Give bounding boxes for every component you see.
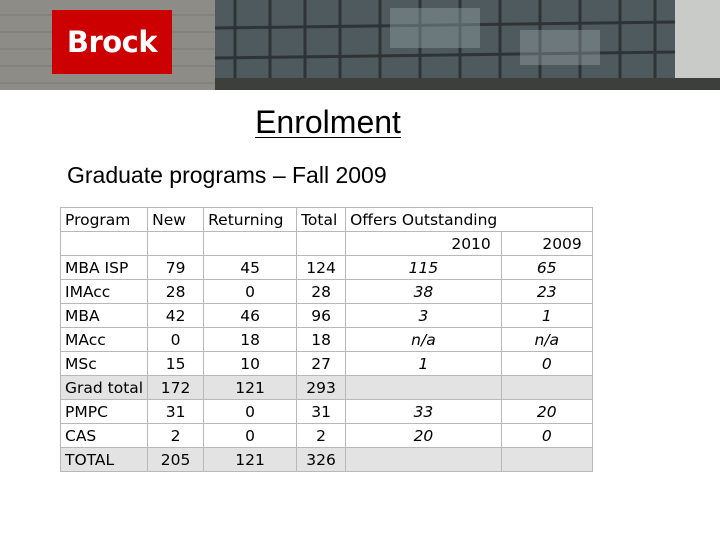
cell-offers-2010: 1 xyxy=(345,351,502,376)
cell-total: 326 xyxy=(296,447,347,472)
table-row: IMAcc 28 0 28 38 23 xyxy=(59,279,593,304)
cell-offers-2009: 0 xyxy=(500,351,593,376)
cell-returning: 121 xyxy=(203,375,298,400)
header-year-blank xyxy=(147,231,205,256)
cell-program: MSc xyxy=(59,351,149,376)
header-total: Total xyxy=(296,207,347,232)
cell-total: 124 xyxy=(296,255,347,280)
cell-new: 15 xyxy=(147,351,205,376)
brock-logo: Brock xyxy=(52,10,172,74)
table-row: TOTAL 205 121 326 xyxy=(59,447,593,472)
cell-program: MAcc xyxy=(59,327,149,352)
table-row: MSc 15 10 27 1 0 xyxy=(59,351,593,376)
cell-program: IMAcc xyxy=(59,279,149,304)
cell-offers-2009: 1 xyxy=(500,303,593,328)
cell-total: 27 xyxy=(296,351,347,376)
cell-returning: 0 xyxy=(203,399,298,424)
cell-total: 28 xyxy=(296,279,347,304)
header-year-blank xyxy=(59,231,149,256)
cell-new: 28 xyxy=(147,279,205,304)
cell-returning: 121 xyxy=(203,447,298,472)
cell-offers-2010: n/a xyxy=(345,327,502,352)
cell-offers-2009 xyxy=(500,447,593,472)
cell-returning: 18 xyxy=(203,327,298,352)
cell-new: 31 xyxy=(147,399,205,424)
cell-program: MBA xyxy=(59,303,149,328)
cell-total: 31 xyxy=(296,399,347,424)
header-year-blank xyxy=(296,231,347,256)
header-year-blank xyxy=(203,231,298,256)
header-year-2010: 2010 xyxy=(345,231,502,256)
cell-returning: 0 xyxy=(203,279,298,304)
cell-offers-2010: 38 xyxy=(345,279,502,304)
cell-total: 18 xyxy=(296,327,347,352)
cell-offers-2009: 0 xyxy=(500,423,593,448)
header-new: New xyxy=(147,207,205,232)
table-row: Grad total 172 121 293 xyxy=(59,375,593,400)
header-offers-outstanding: Offers Outstanding xyxy=(345,207,502,232)
cell-offers-2010: 115 xyxy=(345,255,502,280)
cell-new: 205 xyxy=(147,447,205,472)
cell-returning: 46 xyxy=(203,303,298,328)
cell-new: 79 xyxy=(147,255,205,280)
cell-returning: 10 xyxy=(203,351,298,376)
table-row: MAcc 0 18 18 n/a n/a xyxy=(59,327,593,352)
cell-new: 2 xyxy=(147,423,205,448)
logo-text: Brock xyxy=(66,25,158,59)
header-year-row: 2010 2009 xyxy=(59,231,593,256)
building-photo xyxy=(0,0,720,90)
cell-offers-2009 xyxy=(500,375,593,400)
cell-total: 2 xyxy=(296,423,347,448)
cell-returning: 0 xyxy=(203,423,298,448)
header-year-2009: 2009 xyxy=(500,231,593,256)
cell-program: MBA ISP xyxy=(59,255,149,280)
cell-total: 293 xyxy=(296,375,347,400)
cell-program: Grad total xyxy=(59,375,149,400)
cell-offers-2010: 3 xyxy=(345,303,502,328)
cell-offers-2009: 20 xyxy=(500,399,593,424)
cell-offers-2010: 33 xyxy=(345,399,502,424)
header-returning: Returning xyxy=(203,207,298,232)
cell-offers-2010 xyxy=(345,447,502,472)
page-subtitle: Graduate programs – Fall 2009 xyxy=(67,162,387,188)
cell-new: 0 xyxy=(147,327,205,352)
table-row: MBA 42 46 96 3 1 xyxy=(59,303,593,328)
cell-offers-2009: 23 xyxy=(500,279,593,304)
enrolment-table: Program New Returning Total Offers Outst… xyxy=(59,207,593,472)
cell-new: 172 xyxy=(147,375,205,400)
cell-program: CAS xyxy=(59,423,149,448)
header-offers-spacer xyxy=(501,207,593,232)
cell-program: TOTAL xyxy=(59,447,149,472)
header-banner: Brock xyxy=(0,0,720,90)
cell-returning: 45 xyxy=(203,255,298,280)
header-row: Program New Returning Total Offers Outst… xyxy=(59,207,593,232)
header-program: Program xyxy=(59,207,149,232)
table-row: CAS 2 0 2 20 0 xyxy=(59,423,593,448)
cell-new: 42 xyxy=(147,303,205,328)
cell-offers-2010 xyxy=(345,375,502,400)
cell-program: PMPC xyxy=(59,399,149,424)
table-row: MBA ISP 79 45 124 115 65 xyxy=(59,255,593,280)
cell-offers-2009: 65 xyxy=(500,255,593,280)
table-row: PMPC 31 0 31 33 20 xyxy=(59,399,593,424)
page-title: Enrolment xyxy=(255,104,401,140)
cell-total: 96 xyxy=(296,303,347,328)
cell-offers-2010: 20 xyxy=(345,423,502,448)
cell-offers-2009: n/a xyxy=(500,327,593,352)
